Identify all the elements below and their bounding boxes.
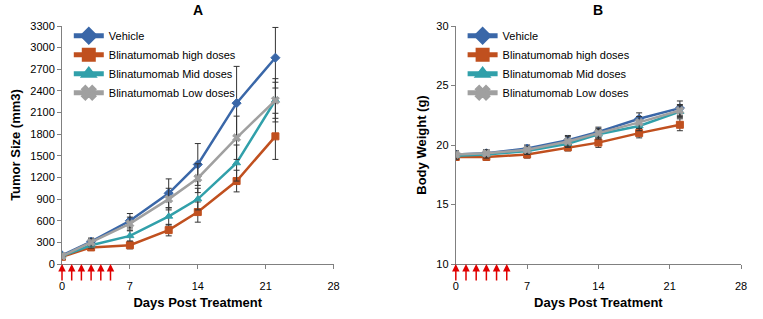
svg-text:Vehicle: Vehicle — [109, 30, 144, 42]
svg-text:Blinatumomab Low doses: Blinatumomab Low doses — [503, 87, 629, 99]
svg-text:3000: 3000 — [30, 41, 54, 53]
svg-text:0: 0 — [59, 280, 65, 292]
svg-text:2700: 2700 — [30, 63, 54, 75]
svg-text:28: 28 — [735, 280, 747, 292]
svg-text:Blinatumomab high doses: Blinatumomab high doses — [503, 49, 630, 61]
svg-text:Blinatumomab Mid doses: Blinatumomab Mid doses — [503, 68, 627, 80]
svg-text:A: A — [193, 2, 203, 18]
svg-text:1500: 1500 — [30, 150, 54, 162]
svg-text:2100: 2100 — [30, 106, 54, 118]
svg-text:14: 14 — [592, 280, 604, 292]
svg-text:14: 14 — [192, 280, 204, 292]
svg-text:0: 0 — [49, 258, 55, 270]
svg-text:20: 20 — [436, 139, 448, 151]
svg-text:Vehicle: Vehicle — [503, 30, 538, 42]
svg-text:7: 7 — [524, 280, 530, 292]
svg-text:3300: 3300 — [30, 20, 54, 32]
svg-text:1200: 1200 — [30, 171, 54, 183]
svg-text:300: 300 — [36, 236, 54, 248]
svg-text:15: 15 — [436, 198, 448, 210]
svg-text:25: 25 — [436, 79, 448, 91]
svg-text:10: 10 — [436, 258, 448, 270]
svg-text:0: 0 — [453, 280, 459, 292]
svg-text:2400: 2400 — [30, 85, 54, 97]
svg-text:Body Weight (g): Body Weight (g) — [414, 95, 429, 194]
svg-text:1800: 1800 — [30, 128, 54, 140]
svg-text:Blinatumomab high doses: Blinatumomab high doses — [109, 49, 236, 61]
svg-text:600: 600 — [36, 215, 54, 227]
svg-text:28: 28 — [327, 280, 339, 292]
svg-text:Days Post Treatment: Days Post Treatment — [534, 295, 663, 310]
svg-text:Blinatumomab Low doses: Blinatumomab Low doses — [109, 87, 235, 99]
svg-text:7: 7 — [127, 280, 133, 292]
svg-text:B: B — [593, 2, 603, 18]
svg-text:21: 21 — [260, 280, 272, 292]
svg-text:21: 21 — [664, 280, 676, 292]
svg-text:Blinatumomab Mid doses: Blinatumomab Mid doses — [109, 68, 233, 80]
svg-text:Days Post Treatment: Days Post Treatment — [133, 295, 262, 310]
svg-text:Tumor Size (mm3): Tumor Size (mm3) — [8, 89, 23, 201]
svg-text:900: 900 — [36, 193, 54, 205]
svg-text:30: 30 — [436, 20, 448, 32]
